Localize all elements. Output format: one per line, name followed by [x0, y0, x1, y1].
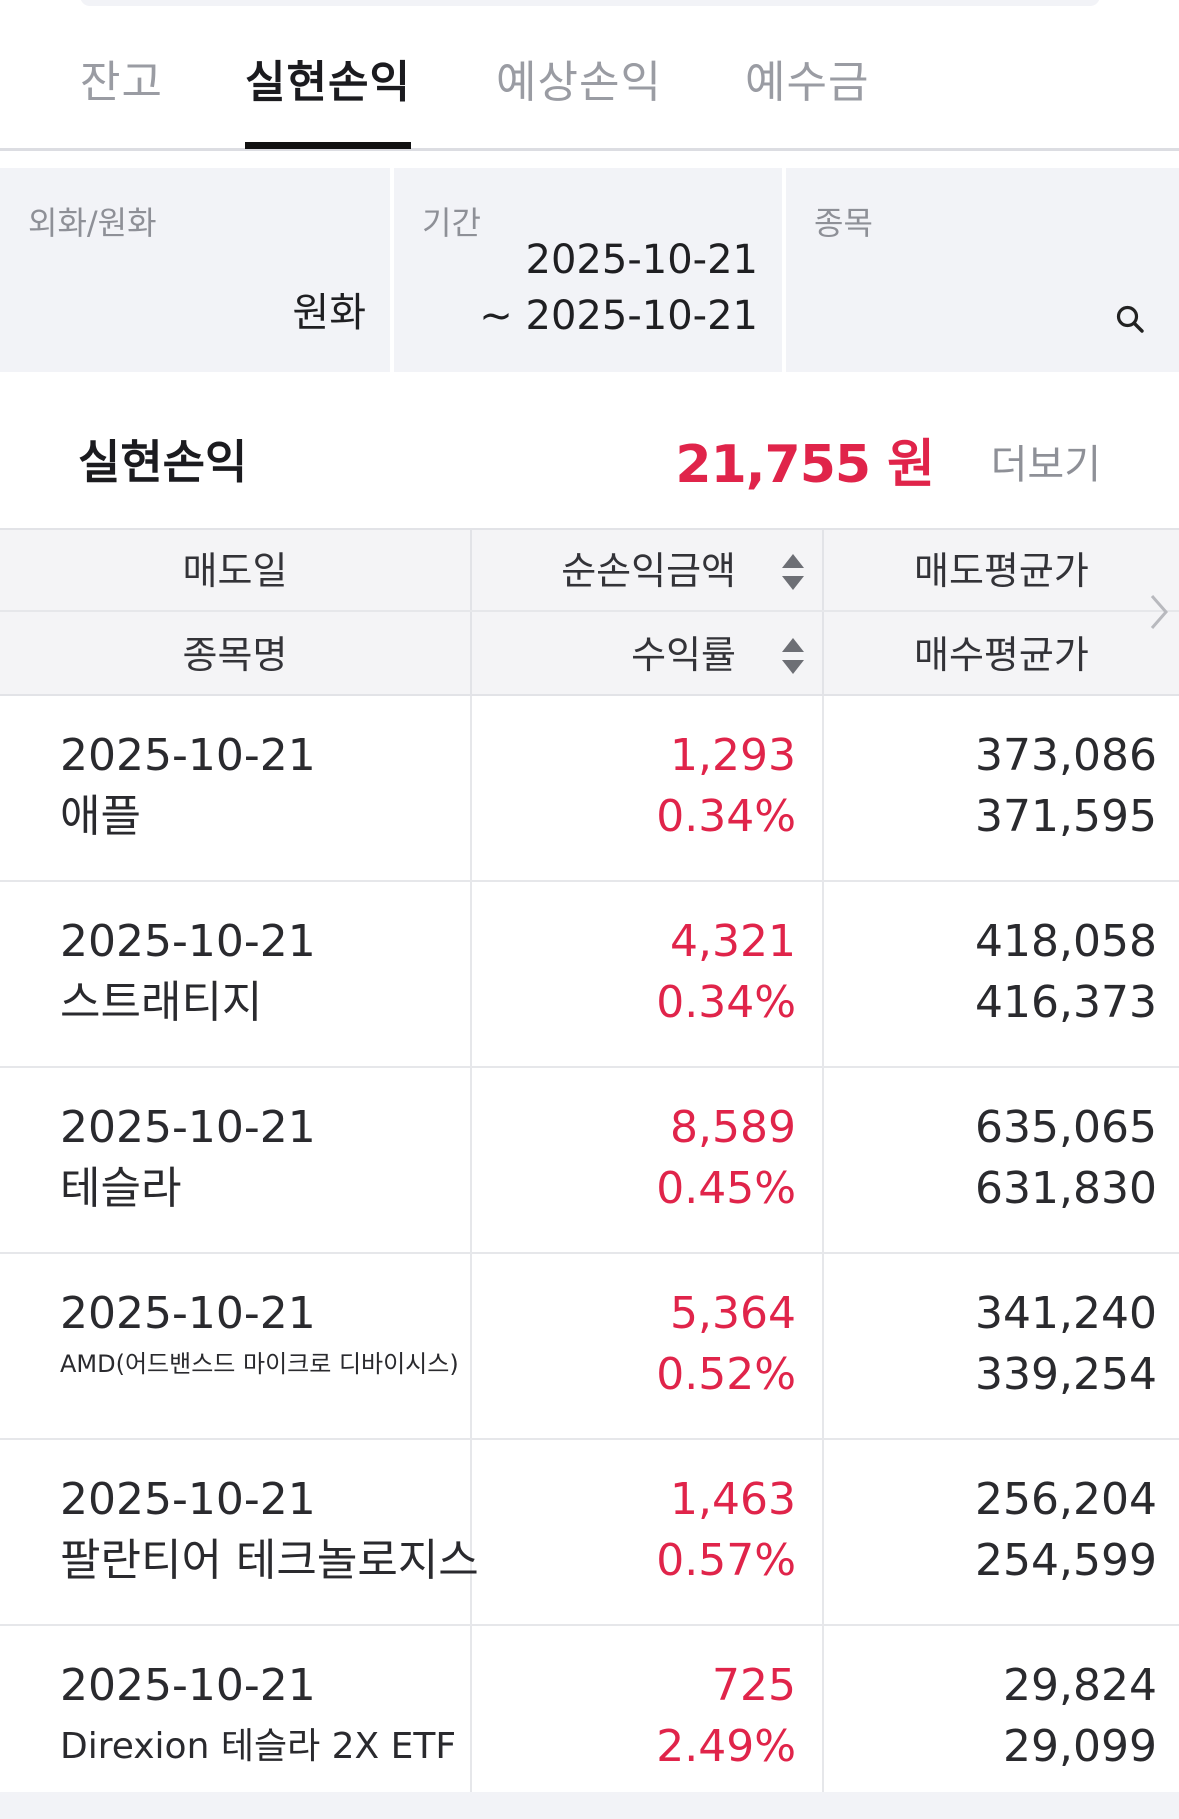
header-buy-avg: 매수평균가 — [914, 633, 1089, 677]
buy-average-price: 416,373 — [975, 977, 1157, 1028]
sell-date: 2025-10-21 — [60, 1288, 316, 1339]
stock-name: AMD(어드밴스드 마이크로 디바이시스) — [60, 1350, 459, 1378]
row-divider — [470, 696, 472, 880]
tab-balance[interactable]: 잔고 — [80, 57, 163, 108]
row-divider — [822, 696, 824, 880]
sell-average-price: 373,086 — [975, 730, 1157, 781]
stock-filter-label: 종목 — [814, 204, 873, 242]
stock-name: 애플 — [60, 791, 141, 842]
sell-date: 2025-10-21 — [60, 1102, 316, 1153]
period-end: ~ 2025-10-21 — [479, 293, 758, 339]
table-row[interactable]: 2025-10-21 AMD(어드밴스드 마이크로 디바이시스) 5,364 0.5… — [0, 1254, 1179, 1440]
row-divider — [822, 1626, 824, 1810]
sell-average-price: 418,058 — [975, 916, 1157, 967]
buy-average-price: 29,099 — [1003, 1721, 1157, 1772]
table-row[interactable]: 2025-10-21 Direxion 테슬라 2X ETF 725 2.49% 2… — [0, 1626, 1179, 1812]
sell-average-price: 341,240 — [975, 1288, 1157, 1339]
tab-expected-pnl[interactable]: 예상손익 — [496, 57, 662, 108]
summary-bar: 실현손익 21,755 원 더보기 — [0, 372, 1179, 528]
sell-date: 2025-10-21 — [60, 1660, 316, 1711]
row-divider — [822, 1440, 824, 1624]
sell-average-price: 29,824 — [1003, 1660, 1157, 1711]
table-row[interactable]: 2025-10-21 테슬라 8,589 0.45% 635,065 631,830 — [0, 1068, 1179, 1254]
stock-name: 팔란티어 테크놀로지스 — [60, 1535, 479, 1586]
row-divider — [822, 1068, 824, 1252]
table-row[interactable]: 2025-10-21 스트래티지 4,321 0.34% 418,058 416,37… — [0, 882, 1179, 1068]
sell-date: 2025-10-21 — [60, 1474, 316, 1525]
sort-icon[interactable] — [780, 552, 806, 592]
header-sell-date: 매도일 — [182, 549, 288, 593]
buy-average-price: 631,830 — [975, 1163, 1157, 1214]
period-start: 2025-10-21 — [525, 237, 758, 283]
row-divider — [470, 1254, 472, 1438]
net-profit: 1,293 — [670, 730, 796, 781]
top-scroll-strip — [80, 0, 1100, 6]
table-row[interactable]: 2025-10-21 팔란티어 테크놀로지스 1,463 0.57% 256,204… — [0, 1440, 1179, 1626]
header-stock-name: 종목명 — [182, 633, 288, 677]
currency-filter[interactable]: 외화/원화 원화 — [0, 168, 390, 372]
buy-average-price: 339,254 — [975, 1349, 1157, 1400]
net-profit: 1,463 — [670, 1474, 796, 1525]
header-sell-avg: 매도평균가 — [914, 549, 1089, 593]
stock-filter[interactable]: 종목 — [786, 168, 1179, 372]
period-filter-value: 2025-10-21 ~ 2025-10-21 — [479, 232, 758, 344]
return-rate: 2.49% — [656, 1721, 796, 1772]
header-return-rate[interactable]: 수익률 — [472, 614, 822, 696]
header-divider — [470, 530, 472, 694]
sort-icon[interactable] — [780, 636, 806, 676]
header-net-profit-label: 순손익금액 — [561, 549, 736, 593]
row-divider — [470, 1626, 472, 1810]
tab-realized-pnl[interactable]: 실현손익 — [245, 46, 411, 149]
search-icon[interactable] — [1115, 304, 1145, 334]
row-divider — [822, 1254, 824, 1438]
return-rate: 0.52% — [656, 1349, 796, 1400]
summary-label: 실현손익 — [78, 435, 248, 489]
row-divider — [470, 1068, 472, 1252]
filter-panel: 외화/원화 원화 기간 2025-10-21 ~ 2025-10-21 종목 — [0, 168, 1179, 372]
sell-date: 2025-10-21 — [60, 916, 316, 967]
period-filter[interactable]: 기간 2025-10-21 ~ 2025-10-21 — [394, 168, 782, 372]
sell-average-price: 256,204 — [975, 1474, 1157, 1525]
buy-average-price: 371,595 — [975, 791, 1157, 842]
header-row-2: 종목명 수익률 매수평균가 — [0, 614, 1179, 696]
return-rate: 0.57% — [656, 1535, 796, 1586]
tab-deposit[interactable]: 예수금 — [745, 57, 870, 108]
currency-filter-value: 원화 — [292, 290, 366, 336]
header-return-rate-label: 수익률 — [631, 633, 736, 677]
bottom-scroll-strip — [0, 1792, 1179, 1819]
table-row[interactable]: 2025-10-21 애플 1,293 0.34% 373,086 371,595 — [0, 696, 1179, 882]
row-divider — [470, 882, 472, 1066]
return-rate: 0.34% — [656, 791, 796, 842]
summary-amount: 21,755 원 — [675, 435, 935, 495]
table-header: 매도일 순손익금액 매도평균가 종목명 수익률 매수평균가 — [0, 528, 1179, 696]
period-filter-label: 기간 — [422, 204, 481, 242]
net-profit: 5,364 — [670, 1288, 796, 1339]
header-divider — [822, 530, 824, 694]
sell-date: 2025-10-21 — [60, 730, 316, 781]
sell-average-price: 635,065 — [975, 1102, 1157, 1153]
stock-name: Direxion 테슬라 2X ETF — [60, 1726, 457, 1767]
row-divider — [822, 882, 824, 1066]
return-rate: 0.34% — [656, 977, 796, 1028]
net-profit: 725 — [712, 1660, 796, 1711]
more-button[interactable]: 더보기 — [990, 442, 1101, 488]
header-net-profit[interactable]: 순손익금액 — [472, 530, 822, 612]
return-rate: 0.45% — [656, 1163, 796, 1214]
chevron-right-icon[interactable] — [1147, 590, 1171, 634]
net-profit: 8,589 — [670, 1102, 796, 1153]
buy-average-price: 254,599 — [975, 1535, 1157, 1586]
row-divider — [470, 1440, 472, 1624]
tab-bar: 잔고 실현손익 예상손익 예수금 — [0, 0, 1179, 151]
header-row-1: 매도일 순손익금액 매도평균가 — [0, 530, 1179, 612]
stock-name: 스트래티지 — [60, 977, 263, 1028]
table-body: 2025-10-21 애플 1,293 0.34% 373,086 371,595 2… — [0, 696, 1179, 1812]
currency-filter-label: 외화/원화 — [28, 204, 157, 242]
net-profit: 4,321 — [670, 916, 796, 967]
stock-name: 테슬라 — [60, 1163, 182, 1214]
